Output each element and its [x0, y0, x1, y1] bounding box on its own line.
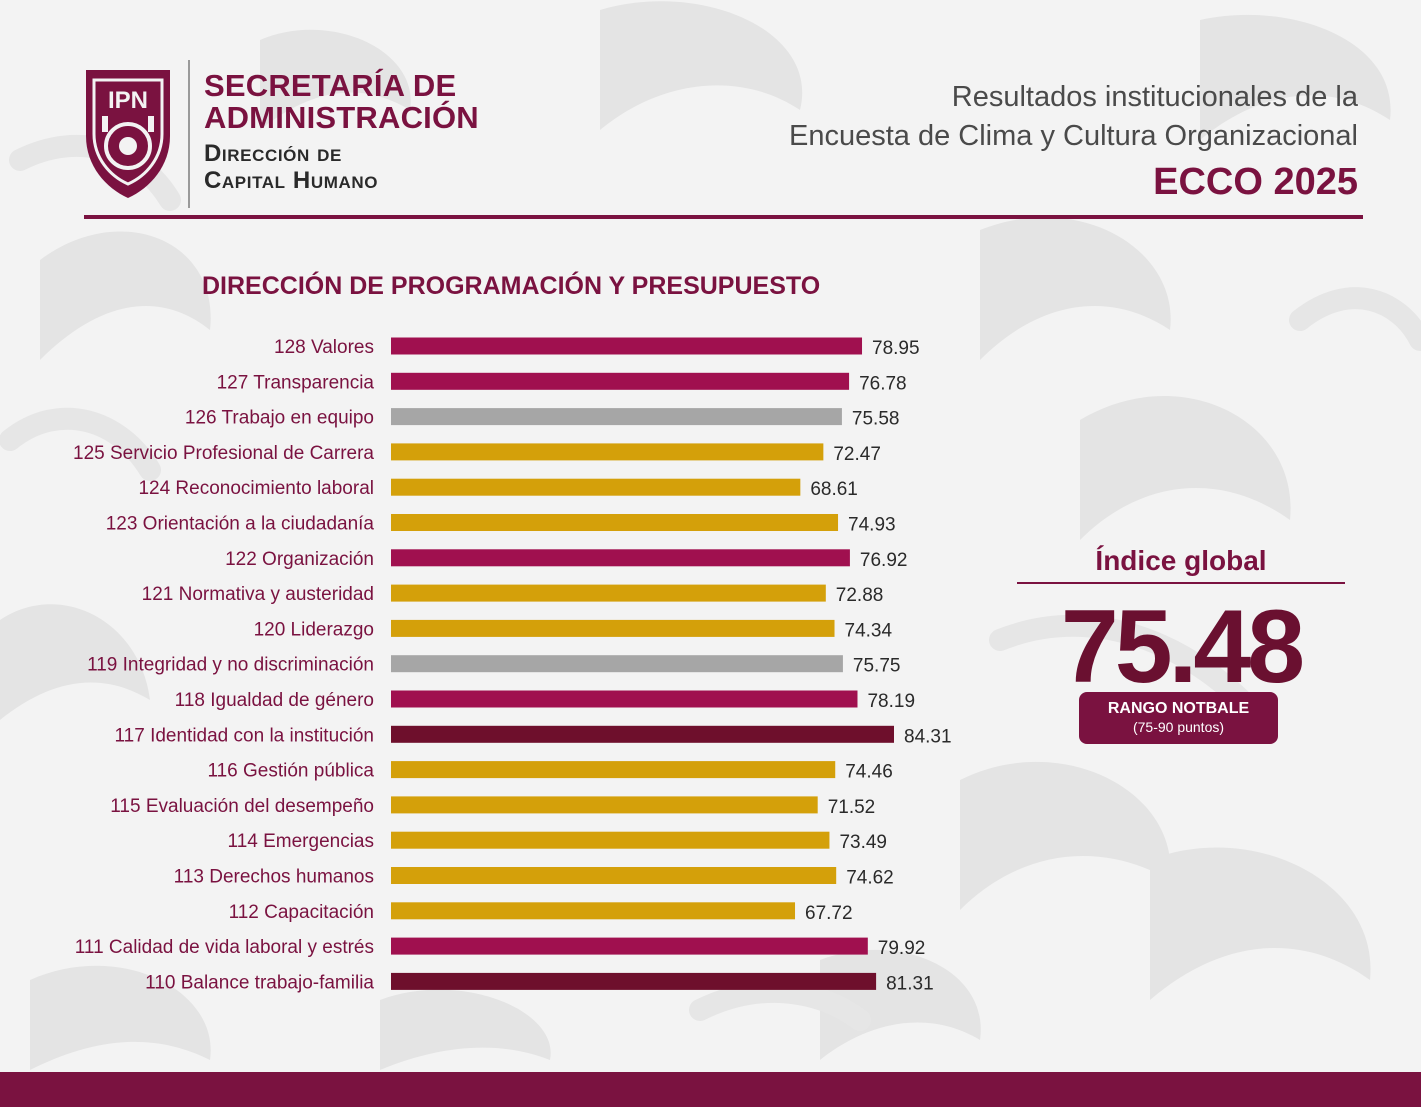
bar	[391, 725, 894, 743]
range-label: RANGO NOTBALE	[1107, 700, 1250, 717]
bar	[391, 655, 843, 673]
bar-value-label: 78.19	[867, 691, 915, 712]
bar-value-label: 73.49	[839, 832, 887, 853]
bar-label: 124 Reconocimiento laboral	[138, 478, 374, 499]
bar-value-label: 76.92	[860, 550, 908, 571]
bar-value-label: 75.58	[852, 409, 900, 430]
bar	[391, 972, 877, 990]
range-badge: RANGO NOTBALE (75-90 puntos)	[1079, 692, 1278, 744]
org-line-4: Capital Humano	[204, 167, 379, 194]
bar	[391, 443, 824, 461]
bar-value-label: 68.61	[810, 479, 858, 500]
bar-label: 125 Servicio Profesional de Carrera	[73, 443, 374, 464]
org-block: SECRETARÍA DE ADMINISTRACIÓN Dirección d…	[204, 68, 544, 195]
bar-label: 119 Integridad y no discriminación	[87, 655, 374, 676]
bar-value-label: 74.34	[845, 620, 893, 641]
org-line-2: ADMINISTRACIÓN	[204, 100, 479, 135]
bar-label: 120 Liderazgo	[254, 619, 374, 640]
org-line-1: SECRETARÍA DE	[204, 68, 457, 103]
bar	[391, 408, 842, 426]
report-title-block: Resultados institucionales de la Encuest…	[640, 78, 1358, 206]
header-rule	[84, 215, 1363, 219]
bar-label: 122 Organización	[225, 549, 374, 570]
bar	[391, 831, 830, 849]
bar	[391, 478, 801, 496]
bar	[391, 796, 818, 814]
org-line-3: Dirección de	[204, 140, 342, 167]
report-title-ecco: ECCO 2025	[1153, 161, 1358, 203]
bar-label: 117 Identidad con la institución	[115, 725, 375, 746]
bar	[391, 937, 868, 955]
bar-value-label: 76.78	[859, 373, 907, 394]
global-index-panel: Índice global 75.48 RANGO NOTBALE (75-90…	[1016, 540, 1346, 744]
range-sublabel: (75-90 puntos)	[1132, 719, 1225, 735]
bar-chart: 128 Valores 78.95 127 Transparencia 76.78 12…	[73, 337, 952, 994]
bar	[391, 619, 835, 637]
bar-value-label: 74.46	[845, 762, 893, 783]
bar-value-label: 72.47	[833, 444, 881, 465]
global-index-title: Índice global	[1095, 545, 1267, 576]
bar-value-label: 78.95	[872, 338, 920, 359]
bar	[391, 337, 863, 355]
bar-label: 121 Normativa y austeridad	[142, 584, 374, 605]
bar-label: 127 Transparencia	[217, 372, 375, 393]
bar	[391, 902, 796, 920]
bar-value-label: 67.72	[805, 903, 853, 924]
bar	[391, 584, 826, 602]
bar-value-label: 74.62	[846, 868, 894, 889]
bar-label: 110 Balance trabajo-familia	[145, 972, 374, 993]
bar	[391, 761, 836, 779]
bar-label: 128 Valores	[274, 337, 374, 358]
bar-label: 113 Derechos humanos	[174, 867, 374, 888]
bar-label: 116 Gestión pública	[207, 761, 374, 782]
bar	[391, 867, 837, 884]
bar-value-label: 81.31	[886, 973, 934, 994]
logo-text: IPN	[108, 87, 148, 114]
ipn-shield-icon: IPN	[86, 70, 170, 198]
global-index-value: 75.48	[1060, 589, 1305, 705]
bar-value-label: 72.88	[836, 585, 884, 606]
bar-label: 123 Orientación a la ciudadanía	[106, 514, 375, 535]
global-index-rule	[1017, 582, 1345, 584]
bar-label: 118 Igualdad de género	[175, 690, 374, 711]
report-title-line-1: Resultados institucionales de la	[951, 81, 1358, 113]
bar-value-label: 79.92	[878, 938, 926, 959]
footer-bar	[0, 1072, 1421, 1107]
bar-label: 114 Emergencias	[228, 831, 374, 852]
bar-label: 111 Calidad de vida laboral y estrés	[75, 937, 374, 958]
bar-value-label: 84.31	[904, 726, 952, 747]
bar-label: 115 Evaluación del desempeño	[110, 796, 374, 817]
bar-value-label: 71.52	[828, 797, 876, 818]
bar-value-label: 75.75	[853, 656, 901, 677]
bar-label: 112 Capacitación	[229, 902, 374, 923]
report-title-line-2: Encuesta de Clima y Cultura Organizacion…	[789, 120, 1358, 152]
ipn-logo: IPN	[82, 66, 174, 200]
header-divider	[188, 60, 190, 208]
bar	[391, 372, 850, 390]
bar	[391, 690, 858, 708]
bar-value-label: 74.93	[848, 515, 896, 536]
bar	[391, 514, 839, 531]
chart-title: DIRECCIÓN DE PROGRAMACIÓN Y PRESUPUESTO	[202, 272, 821, 300]
bar	[391, 549, 850, 567]
bar-label: 126 Trabajo en equipo	[185, 408, 374, 429]
